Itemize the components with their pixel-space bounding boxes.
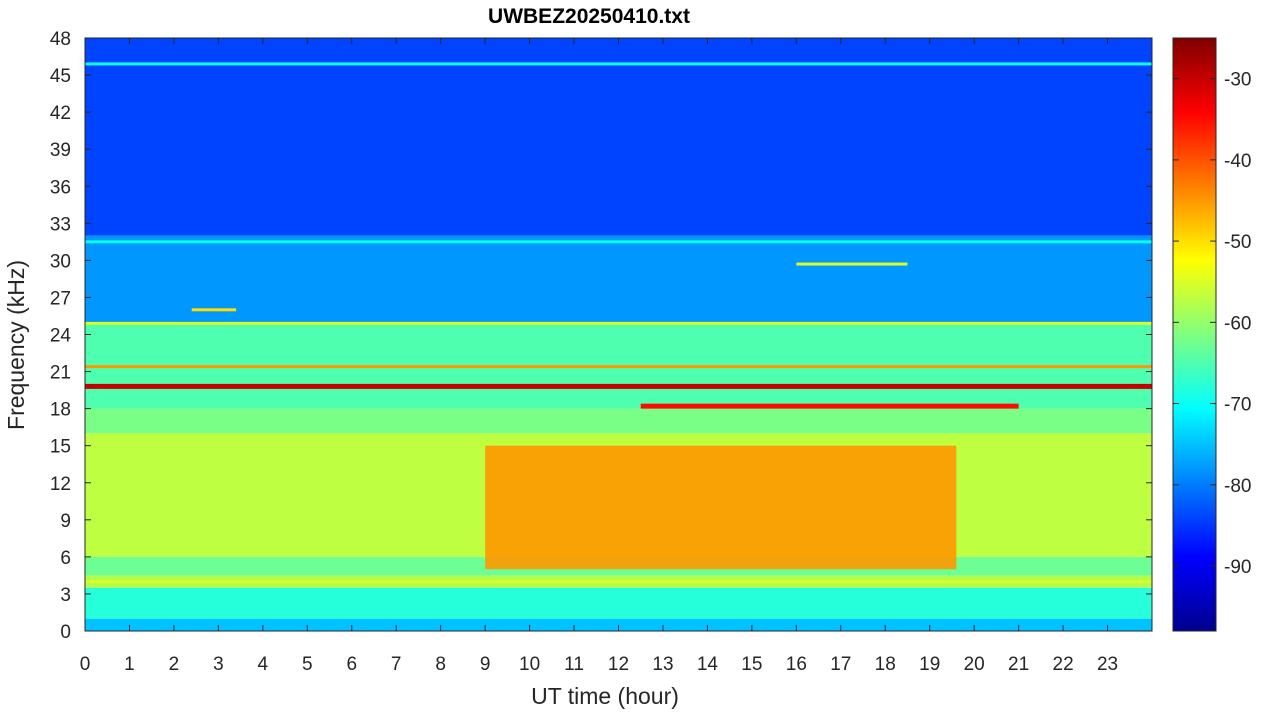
y-tick-label: 45 [50, 66, 71, 87]
x-tick-label: 8 [435, 654, 446, 675]
x-tick-label: 15 [741, 654, 762, 675]
transmitter-line [85, 580, 1152, 584]
x-tick-label: 18 [875, 654, 896, 675]
x-tick-label: 4 [258, 654, 269, 675]
transmitter-line [796, 262, 908, 266]
colorbar-tick-label: -90 [1224, 557, 1251, 578]
transmitter-line [85, 240, 1152, 244]
x-tick-label: 9 [480, 654, 491, 675]
transmitter-line [85, 365, 1152, 369]
y-tick-label: 6 [60, 548, 71, 569]
x-tick-label: 20 [964, 654, 985, 675]
chart-title: UWBEZ20250410.txt [488, 5, 690, 28]
x-tick-label: 16 [786, 654, 807, 675]
y-tick-label: 30 [50, 251, 71, 272]
transmitter-line [640, 403, 1019, 409]
colorbar-tick-label: -60 [1224, 313, 1251, 334]
colorbar-tick-label: -70 [1224, 395, 1251, 416]
y-tick-label: 39 [50, 140, 71, 161]
transmitter-line [191, 308, 237, 312]
y-tick-label: 15 [50, 437, 71, 458]
x-tick-label: 5 [302, 654, 313, 675]
y-tick-label: 48 [50, 29, 71, 50]
colorbar-tick-label: -30 [1224, 70, 1251, 91]
transmitter-line [85, 383, 1152, 389]
y-tick-label: 12 [50, 474, 71, 495]
colorbar-tick-label: -40 [1224, 151, 1251, 172]
x-tick-label: 13 [652, 654, 673, 675]
x-tick-label: 11 [564, 654, 584, 675]
x-tick-label: 19 [919, 654, 940, 675]
colorbar-tick-label: -50 [1224, 232, 1251, 253]
daytime-enhancement [485, 445, 957, 570]
x-tick-label: 22 [1053, 654, 1074, 675]
y-tick-label: 21 [50, 363, 71, 384]
background-band [85, 587, 1152, 619]
x-tick-label: 3 [213, 654, 224, 675]
y-tick-label: 27 [50, 288, 71, 309]
transmitter-line [85, 321, 1152, 325]
x-tick-label: 0 [80, 654, 91, 675]
y-axis-title: Frequency (kHz) [3, 260, 29, 430]
y-tick-label: 9 [60, 511, 71, 532]
x-tick-label: 14 [697, 654, 719, 675]
x-tick-label: 21 [1008, 654, 1029, 675]
transmitter-line [85, 62, 1152, 66]
y-tick-label: 18 [50, 400, 71, 421]
x-tick-label: 6 [346, 654, 357, 675]
x-tick-label: 2 [169, 654, 180, 675]
background-band [85, 235, 1152, 323]
x-tick-label: 10 [519, 654, 540, 675]
x-tick-label: 23 [1097, 654, 1118, 675]
y-tick-label: 33 [50, 214, 71, 235]
colorbar [1172, 37, 1217, 632]
x-tick-label: 12 [608, 654, 629, 675]
background-band [85, 38, 1152, 236]
heatmap-plot-area [85, 38, 1152, 631]
y-tick-label: 3 [60, 585, 71, 606]
x-tick-label: 7 [391, 654, 402, 675]
x-axis-title: UT time (hour) [531, 683, 679, 709]
x-axis: 0 1 2 3 4 5 6 7 8 9 10 11 12 13 14 15 16 17 18 19 20 21 22 23 [80, 38, 1118, 675]
x-tick-label: 1 [124, 654, 135, 675]
y-tick-label: 42 [50, 103, 71, 124]
y-tick-label: 24 [50, 326, 72, 347]
x-tick-label: 17 [830, 654, 851, 675]
colorbar-axis: -90 -80 -70 -60 -50 -40 -30 [1173, 70, 1251, 578]
background-band [85, 408, 1152, 434]
y-tick-label: 0 [60, 622, 71, 643]
colorbar-tick-label: -80 [1224, 476, 1251, 497]
y-tick-label: 36 [50, 177, 71, 198]
